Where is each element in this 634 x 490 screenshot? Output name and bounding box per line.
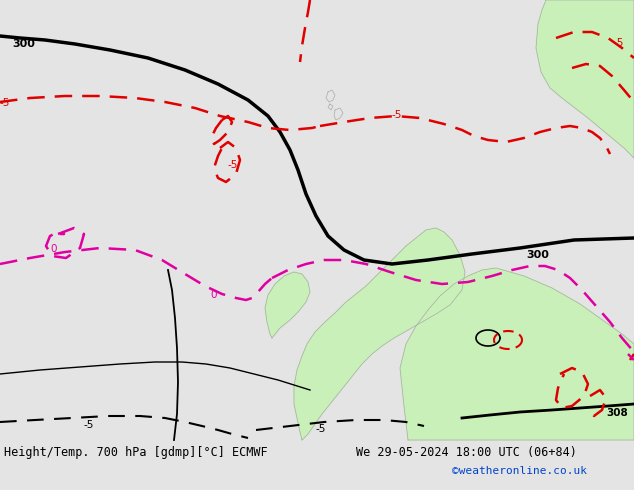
Text: 300: 300: [12, 39, 35, 49]
Polygon shape: [400, 268, 634, 440]
Text: 0: 0: [210, 290, 216, 300]
Text: 300: 300: [526, 250, 549, 260]
Text: -5: -5: [614, 38, 624, 48]
Text: 0: 0: [50, 244, 56, 254]
Polygon shape: [265, 272, 310, 338]
Text: ©weatheronline.co.uk: ©weatheronline.co.uk: [452, 466, 587, 476]
Text: -5: -5: [84, 420, 94, 430]
Text: -5: -5: [392, 110, 403, 120]
Text: -5: -5: [0, 98, 10, 108]
Text: -5: -5: [228, 160, 238, 170]
Text: Height/Temp. 700 hPa [gdmp][°C] ECMWF: Height/Temp. 700 hPa [gdmp][°C] ECMWF: [4, 446, 268, 459]
Text: -5: -5: [316, 424, 327, 434]
Polygon shape: [536, 0, 634, 158]
Text: 308: 308: [606, 408, 628, 418]
Text: We 29-05-2024 18:00 UTC (06+84): We 29-05-2024 18:00 UTC (06+84): [356, 446, 577, 459]
Polygon shape: [294, 228, 465, 440]
